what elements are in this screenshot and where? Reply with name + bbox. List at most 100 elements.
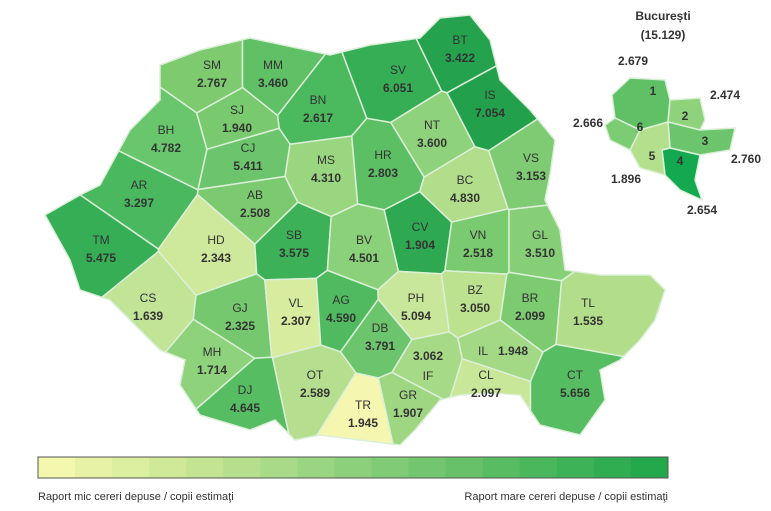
county-code: SV [390, 63, 406, 77]
sector-label: 3 [702, 134, 709, 148]
county-value: 2.803 [368, 166, 398, 180]
county-code: CJ [241, 141, 256, 155]
legend-left-label: Raport mic cereri depuse / copii estimaţ… [38, 491, 234, 503]
county-value: 2.097 [471, 386, 501, 400]
county-code: AG [332, 293, 349, 307]
county [449, 357, 532, 414]
legend-swatch [75, 457, 113, 478]
county-code: BH [158, 123, 175, 137]
county-value: 1.535 [573, 314, 603, 328]
county-code: SB [286, 228, 302, 242]
county-code: GR [399, 388, 417, 402]
county-code: SM [203, 58, 221, 72]
legend-swatch [371, 457, 410, 478]
sector-value: 2.679 [618, 54, 648, 68]
county-value: 6.051 [383, 81, 413, 95]
county-code: HD [207, 233, 225, 247]
county-code: PH [408, 291, 425, 305]
county [555, 270, 666, 358]
county-value: 1.907 [393, 406, 423, 420]
county-value: 3.062 [413, 349, 443, 363]
county-code: DB [372, 321, 389, 335]
county-value: 5.094 [401, 309, 431, 323]
legend-swatch [482, 457, 521, 478]
county-value: 2.508 [240, 206, 270, 220]
county-code: CT [567, 368, 584, 382]
sector-value: 1.896 [611, 172, 641, 186]
legend-swatch [38, 457, 76, 478]
county-code: BV [356, 233, 372, 247]
county-value: 2.099 [515, 309, 545, 323]
county-code: BR [522, 291, 539, 305]
county-code: IL [478, 344, 488, 358]
county-value: 1.945 [348, 416, 378, 430]
county-code: VN [470, 228, 487, 242]
legend-right-label: Raport mare cereri depuse / copii estima… [464, 491, 668, 503]
legend-swatch [149, 457, 187, 478]
county-code: TL [581, 296, 595, 310]
sector [667, 97, 706, 131]
county-value: 2.589 [300, 386, 330, 400]
sector-label: 1 [650, 84, 657, 98]
county-code: CL [478, 368, 494, 382]
sector [604, 117, 642, 152]
county-value: 3.600 [417, 136, 447, 150]
county-value: 4.501 [349, 251, 379, 265]
county-code: NT [424, 118, 441, 132]
legend-swatch [556, 457, 595, 478]
legend-swatch [112, 457, 150, 478]
county-value: 3.422 [445, 51, 475, 65]
county-code: VL [289, 296, 304, 310]
county-code: BT [452, 33, 468, 47]
county-code: TM [92, 233, 109, 247]
inset-total: (15.129) [641, 28, 686, 42]
legend-swatch [223, 457, 261, 478]
legend-frame [37, 456, 669, 479]
sector-value: 2.474 [710, 88, 740, 102]
county [377, 371, 446, 446]
sector-label: 2 [682, 109, 689, 123]
county-value: 3.050 [460, 301, 490, 315]
county-code: IF [423, 369, 434, 383]
county-code: MH [203, 345, 222, 359]
county-value: 3.153 [516, 169, 546, 183]
legend-swatch [593, 457, 632, 478]
county-code: OT [307, 368, 324, 382]
county-code: GL [532, 228, 548, 242]
sector-value: 2.654 [687, 203, 717, 217]
county-value: 5.411 [233, 159, 263, 173]
county-code: MS [317, 153, 335, 167]
county-value: 2.325 [225, 319, 255, 333]
county-value: 2.307 [281, 314, 311, 328]
counties [43, 14, 666, 446]
county-code: VS [523, 151, 539, 165]
county-value: 3.791 [365, 339, 395, 353]
sector-label: 6 [637, 120, 644, 134]
county-code: MM [263, 58, 283, 72]
county-value: 1.948 [498, 344, 528, 358]
county-value: 1.714 [197, 363, 227, 377]
county-code: DJ [238, 383, 253, 397]
county-code: HR [374, 148, 392, 162]
county-value: 4.590 [326, 311, 356, 325]
county-value: 2.343 [201, 251, 231, 265]
county-code: SJ [230, 103, 244, 117]
legend-swatch [297, 457, 335, 478]
county-value: 5.475 [86, 251, 116, 265]
county-value: 1.904 [405, 238, 435, 252]
sector-label: 4 [677, 154, 684, 168]
legend-swatch [519, 457, 558, 478]
county-value: 3.510 [525, 246, 555, 260]
county-value: 3.575 [279, 246, 309, 260]
county-value: 1.940 [222, 121, 252, 135]
county-code: CS [140, 291, 157, 305]
sector-value: 2.760 [731, 152, 761, 166]
county-value: 5.656 [560, 386, 590, 400]
legend-swatch [630, 457, 669, 478]
county-code: IS [484, 88, 495, 102]
county-code: TR [355, 398, 371, 412]
county-code: BN [310, 93, 327, 107]
county-value: 4.310 [311, 171, 341, 185]
county-value: 4.782 [151, 141, 181, 155]
